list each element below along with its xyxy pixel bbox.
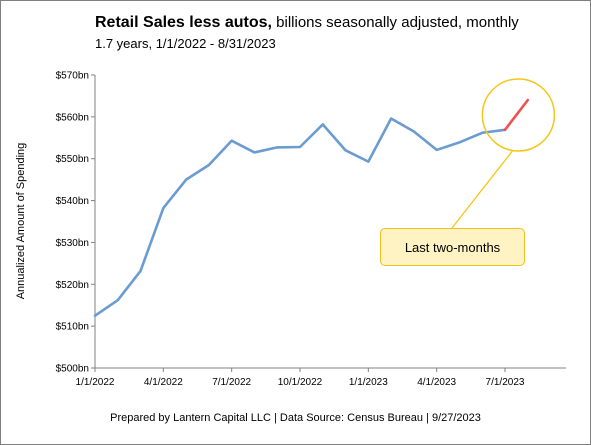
y-tick-label: $500bn bbox=[56, 364, 89, 375]
y-tick-label: $530bn bbox=[56, 238, 89, 249]
series-line bbox=[93, 117, 507, 317]
y-tick-label: $520bn bbox=[56, 280, 89, 291]
x-tick-label: 4/1/2023 bbox=[417, 377, 456, 388]
y-tick-label: $550bn bbox=[56, 154, 89, 165]
y-tick-label: $570bn bbox=[56, 71, 89, 82]
y-tick-label: $510bn bbox=[56, 322, 89, 333]
footer-credit: Prepared by Lantern Capital LLC | Data S… bbox=[110, 412, 481, 424]
annotation-circle bbox=[481, 78, 556, 152]
x-tick-label: 1/1/2022 bbox=[76, 377, 115, 388]
series-line-highlight bbox=[503, 98, 530, 132]
y-axis-label: Annualized Amount of Spending bbox=[15, 143, 27, 300]
y-tick-label: $540bn bbox=[56, 196, 89, 207]
chart-title-main: Retail Sales less autos, bbox=[95, 14, 272, 31]
x-tick-label: 7/1/2022 bbox=[212, 377, 251, 388]
y-tick-label: $560bn bbox=[56, 112, 89, 123]
annotation-callout: Last two-months bbox=[380, 228, 525, 266]
chart-title: Retail Sales less autos, billions season… bbox=[95, 14, 519, 32]
chart-title-suffix: billions seasonally adjusted, monthly bbox=[276, 14, 519, 31]
x-tick-label: 10/1/2022 bbox=[278, 377, 323, 388]
x-tick-label: 4/1/2022 bbox=[144, 377, 183, 388]
x-tick-label: 7/1/2023 bbox=[486, 377, 525, 388]
annotation-connector bbox=[451, 150, 513, 229]
x-tick-label: 1/1/2023 bbox=[349, 377, 388, 388]
chart-subtitle: 1.7 years, 1/1/2022 - 8/31/2023 bbox=[95, 36, 276, 51]
